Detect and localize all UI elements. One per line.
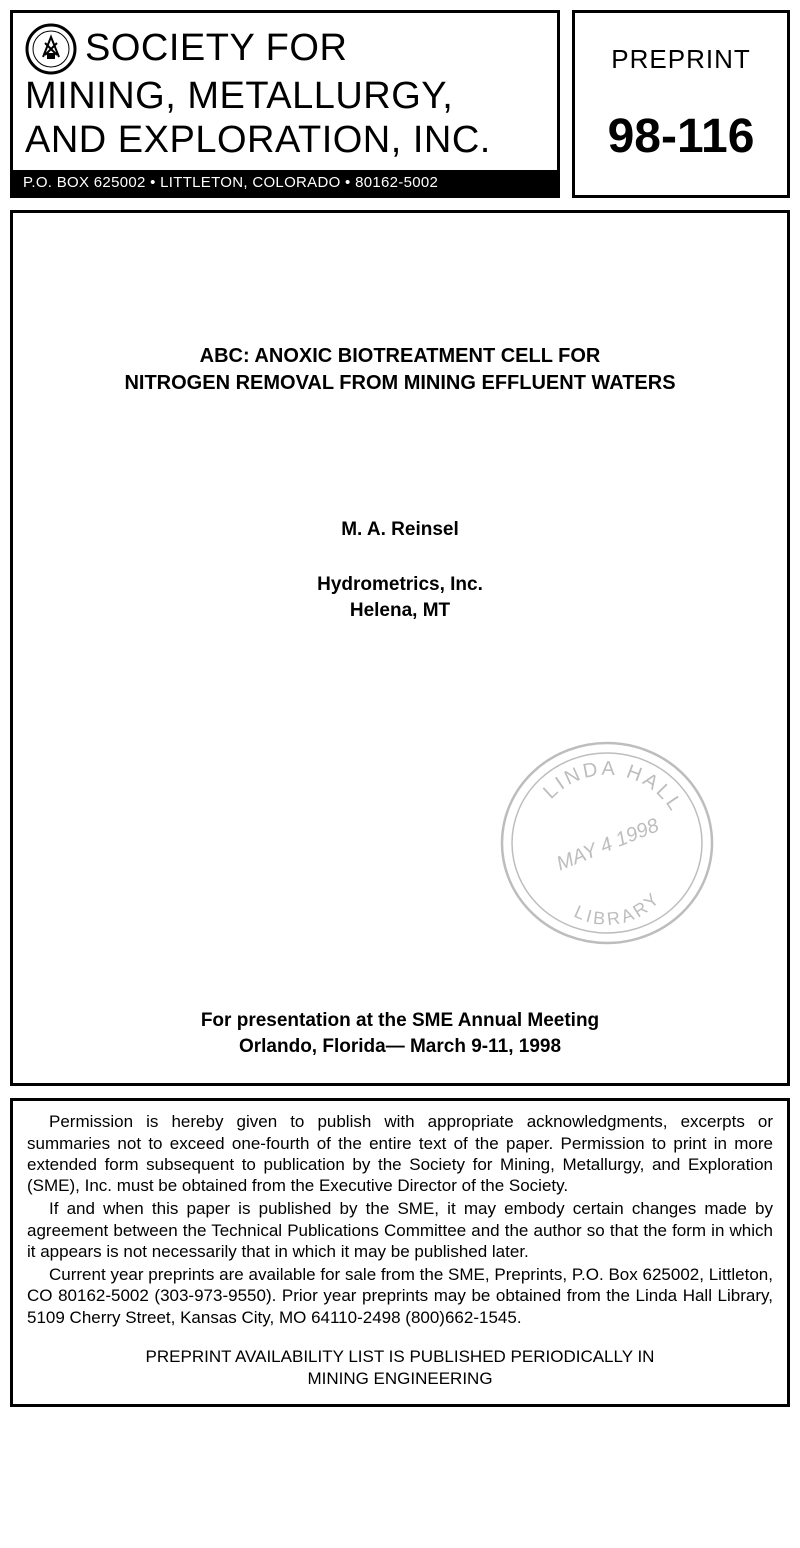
presentation-line2: Orlando, Florida— March 9-11, 1998 (13, 1034, 787, 1060)
presentation-line1: For presentation at the SME Annual Meeti… (13, 1008, 787, 1034)
org-name-line2: MINING, METALLURGY, (25, 75, 545, 119)
sme-logo-icon (25, 23, 77, 75)
org-name-line3: AND EXPLORATION, INC. (25, 119, 545, 163)
preprint-label: PREPRINT (611, 44, 750, 75)
availability-note: PREPRINT AVAILABILITY LIST IS PUBLISHED … (27, 1346, 773, 1390)
permission-text: Permission is hereby given to publish wi… (27, 1111, 773, 1328)
org-name-line1: SOCIETY FOR (85, 27, 347, 71)
affiliation-line2: Helena, MT (43, 598, 757, 624)
paper-title-line2: NITROGEN REMOVAL FROM MINING EFFLUENT WA… (43, 370, 757, 397)
header-row: SOCIETY FOR MINING, METALLURGY, AND EXPL… (10, 10, 790, 198)
author-name: M. A. Reinsel (43, 517, 757, 544)
stamp-top-text: LINDA HALL (539, 758, 687, 817)
affiliation-line1: Hydrometrics, Inc. (43, 572, 757, 598)
permission-p1: Permission is hereby given to publish wi… (27, 1111, 773, 1196)
stamp-date: MAY 4 1998 (553, 815, 662, 876)
permission-p3: Current year preprints are available for… (27, 1264, 773, 1328)
affiliation: Hydrometrics, Inc. Helena, MT (43, 572, 757, 623)
paper-title: ABC: ANOXIC BIOTREATMENT CELL FOR NITROG… (43, 343, 757, 397)
org-title-line1: SOCIETY FOR (25, 23, 545, 75)
svg-text:LINDA HALL: LINDA HALL (539, 758, 687, 817)
permission-box: Permission is hereby given to publish wi… (10, 1098, 790, 1407)
permission-p2: If and when this paper is published by t… (27, 1198, 773, 1262)
availability-line2: MINING ENGINEERING (27, 1368, 773, 1390)
organization-title-block: SOCIETY FOR MINING, METALLURGY, AND EXPL… (13, 13, 557, 170)
availability-line1: PREPRINT AVAILABILITY LIST IS PUBLISHED … (27, 1346, 773, 1368)
organization-box: SOCIETY FOR MINING, METALLURGY, AND EXPL… (10, 10, 560, 198)
presentation-info: For presentation at the SME Annual Meeti… (13, 1008, 787, 1059)
library-stamp-icon: LINDA HALL MAY 4 1998 LIBRARY (497, 733, 717, 953)
preprint-box: PREPRINT 98-116 (572, 10, 790, 198)
paper-title-line1: ABC: ANOXIC BIOTREATMENT CELL FOR (43, 343, 757, 370)
org-address: P.O. BOX 625002 • LITTLETON, COLORADO • … (13, 170, 557, 195)
preprint-number: 98-116 (608, 109, 755, 164)
main-content-box: ABC: ANOXIC BIOTREATMENT CELL FOR NITROG… (10, 210, 790, 1086)
